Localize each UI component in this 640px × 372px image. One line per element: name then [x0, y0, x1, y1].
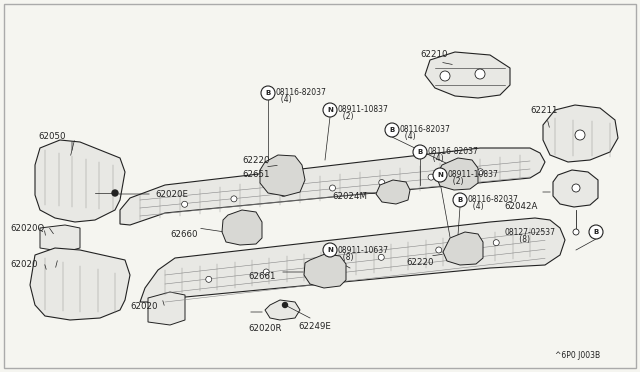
Text: B: B	[417, 149, 422, 155]
Polygon shape	[260, 155, 305, 196]
Text: 62020E: 62020E	[155, 190, 188, 199]
Text: 62024M: 62024M	[332, 192, 367, 201]
Circle shape	[436, 247, 442, 253]
Text: B: B	[266, 90, 271, 96]
Text: (4): (4)	[468, 202, 484, 211]
Circle shape	[575, 130, 585, 140]
Text: (2): (2)	[338, 112, 353, 121]
Circle shape	[280, 190, 286, 196]
Text: 62220: 62220	[406, 258, 433, 267]
Text: B: B	[593, 229, 598, 235]
Text: 08911-10837: 08911-10837	[448, 170, 499, 179]
Circle shape	[321, 262, 327, 268]
Text: N: N	[327, 107, 333, 113]
Circle shape	[323, 243, 337, 257]
Text: 08116-82037: 08116-82037	[468, 195, 519, 204]
Circle shape	[493, 240, 499, 246]
Circle shape	[433, 168, 447, 182]
Polygon shape	[443, 232, 483, 265]
Circle shape	[263, 269, 269, 275]
Text: 62211: 62211	[530, 106, 557, 115]
Text: 62042A: 62042A	[504, 202, 538, 211]
Text: 62249E: 62249E	[298, 322, 331, 331]
Polygon shape	[148, 292, 185, 325]
Text: B: B	[458, 197, 463, 203]
Text: B: B	[389, 127, 395, 133]
Text: ^6P0 J003B: ^6P0 J003B	[555, 351, 600, 360]
Text: 08116-82037: 08116-82037	[428, 147, 479, 156]
Circle shape	[428, 174, 434, 180]
Circle shape	[475, 69, 485, 79]
Text: 62220: 62220	[242, 156, 269, 165]
Text: 62020: 62020	[130, 302, 157, 311]
Circle shape	[282, 302, 287, 308]
Polygon shape	[265, 300, 300, 320]
Circle shape	[182, 201, 188, 207]
Text: (8): (8)	[338, 253, 353, 262]
Circle shape	[323, 103, 337, 117]
Circle shape	[385, 123, 399, 137]
Circle shape	[205, 276, 212, 282]
Polygon shape	[140, 218, 565, 302]
Polygon shape	[222, 210, 262, 245]
Circle shape	[261, 86, 275, 100]
Text: (4): (4)	[428, 154, 444, 163]
Polygon shape	[436, 158, 478, 190]
Text: (2): (2)	[448, 177, 463, 186]
Polygon shape	[35, 140, 125, 222]
Text: (4): (4)	[400, 132, 415, 141]
Circle shape	[573, 229, 579, 235]
Circle shape	[330, 185, 335, 191]
Text: (4): (4)	[276, 95, 292, 104]
Text: 62020R: 62020R	[248, 324, 282, 333]
Circle shape	[453, 193, 467, 207]
Text: 62050: 62050	[38, 132, 65, 141]
Circle shape	[112, 190, 118, 196]
Text: 62210: 62210	[420, 50, 447, 59]
Polygon shape	[553, 170, 598, 207]
Circle shape	[378, 254, 384, 260]
Text: 62651: 62651	[242, 170, 269, 179]
Text: 08116-82037: 08116-82037	[276, 88, 327, 97]
Text: (8): (8)	[505, 235, 530, 244]
Circle shape	[231, 196, 237, 202]
Polygon shape	[543, 105, 618, 162]
Polygon shape	[30, 248, 130, 320]
Text: 62660: 62660	[170, 230, 198, 239]
Polygon shape	[304, 254, 346, 288]
Circle shape	[589, 225, 603, 239]
Polygon shape	[40, 225, 80, 252]
Circle shape	[413, 145, 427, 159]
Text: 08911-10637: 08911-10637	[338, 246, 389, 255]
Circle shape	[379, 180, 385, 186]
Text: 08127-02537: 08127-02537	[505, 228, 556, 237]
Text: N: N	[437, 172, 443, 178]
Circle shape	[440, 71, 450, 81]
Polygon shape	[376, 180, 410, 204]
Polygon shape	[120, 148, 545, 225]
Text: 62020: 62020	[10, 260, 38, 269]
Text: 62020Q: 62020Q	[10, 224, 44, 233]
Text: 62661: 62661	[248, 272, 275, 281]
Text: 08116-82037: 08116-82037	[400, 125, 451, 134]
Polygon shape	[425, 52, 510, 98]
Text: N: N	[327, 247, 333, 253]
Text: 08911-10837: 08911-10837	[338, 105, 389, 114]
Circle shape	[572, 184, 580, 192]
Circle shape	[477, 169, 483, 175]
